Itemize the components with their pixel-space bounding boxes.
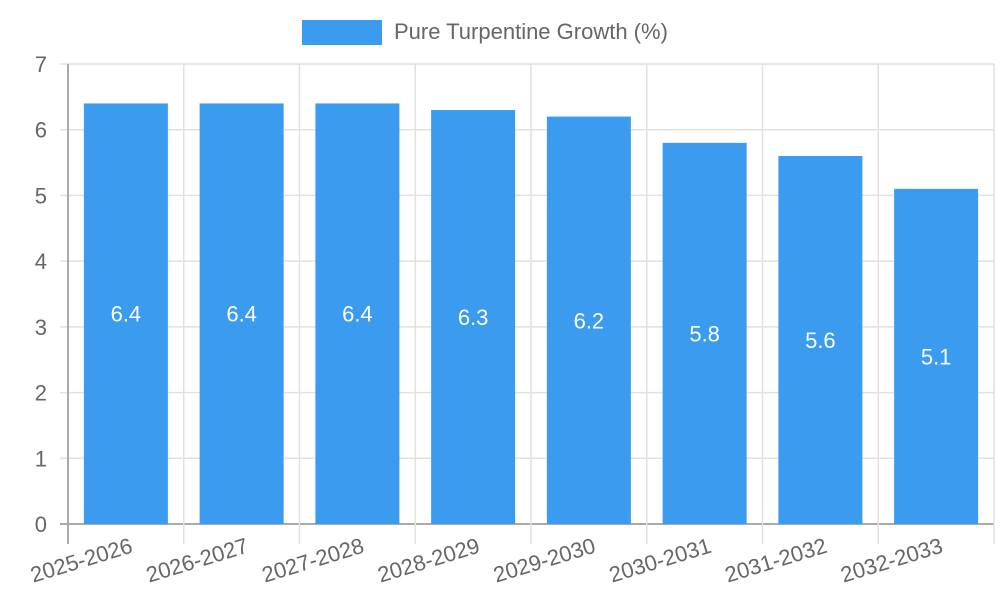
x-tick-label: 2031-2032	[722, 533, 830, 588]
chart-legend[interactable]: Pure Turpentine Growth (%)	[302, 19, 668, 45]
x-tick-label: 2026-2027	[143, 533, 251, 588]
y-tick-label: 4	[35, 249, 47, 274]
bar[interactable]	[431, 110, 516, 524]
x-tick-label: 2025-2026	[27, 533, 135, 588]
bar[interactable]	[83, 103, 168, 524]
bar-value-label: 5.6	[805, 328, 836, 353]
bar-value-label: 6.3	[458, 305, 489, 330]
y-tick-label: 3	[35, 315, 47, 340]
y-tick-label: 5	[35, 183, 47, 208]
legend-swatch	[302, 19, 382, 45]
y-tick-label: 6	[35, 118, 47, 143]
bar[interactable]	[546, 116, 631, 525]
bar-value-label: 6.4	[226, 302, 257, 327]
bar-value-label: 5.8	[689, 321, 720, 346]
x-tick-label: 2028-2029	[375, 533, 483, 588]
bar[interactable]	[778, 156, 863, 524]
bar[interactable]	[199, 103, 284, 524]
y-tick-label: 2	[35, 381, 47, 406]
y-tick-label: 0	[35, 512, 47, 537]
y-tick-label: 7	[35, 52, 47, 77]
x-tick-label: 2027-2028	[259, 533, 367, 588]
bar-value-label: 6.4	[342, 302, 373, 327]
bar-value-label: 6.4	[111, 302, 142, 327]
bar[interactable]	[894, 188, 979, 524]
x-tick-label: 2029-2030	[490, 533, 598, 588]
legend-label: Pure Turpentine Growth (%)	[394, 19, 668, 44]
bar-value-label: 5.1	[921, 344, 952, 369]
bar[interactable]	[315, 103, 400, 524]
bar-value-label: 6.2	[574, 308, 605, 333]
bar[interactable]	[662, 142, 747, 524]
x-tick-label: 2032-2033	[838, 533, 946, 588]
x-tick-label: 2030-2031	[606, 533, 714, 588]
y-tick-label: 1	[35, 446, 47, 471]
